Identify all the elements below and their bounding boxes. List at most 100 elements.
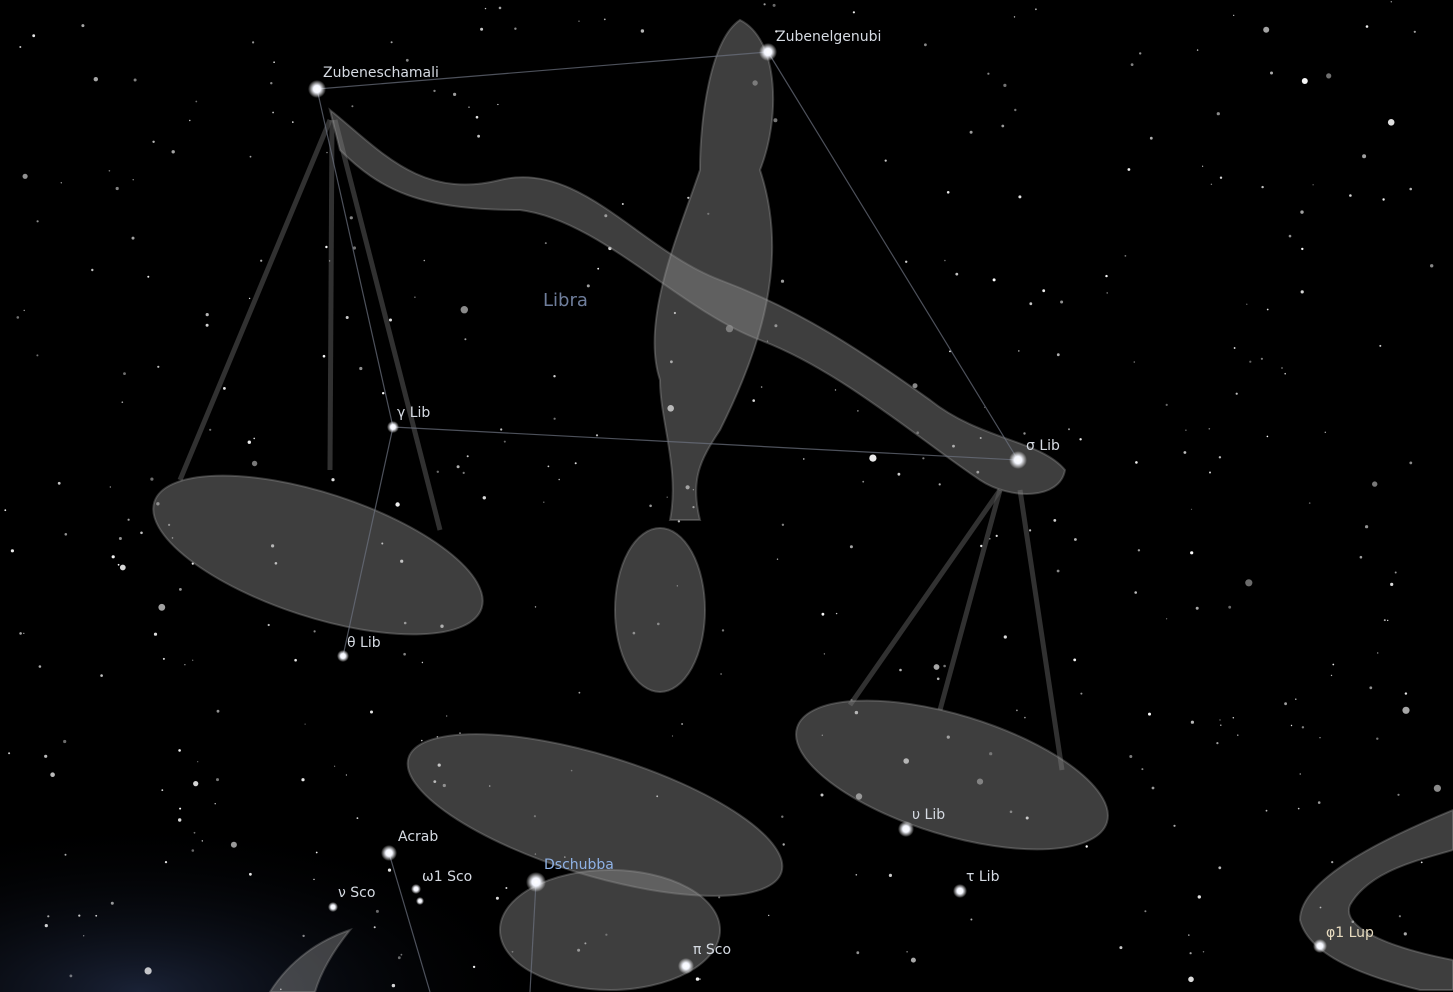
background-star [1387,620,1388,621]
background-star [1202,166,1203,167]
background-star [249,873,252,876]
background-star [1362,154,1366,158]
background-star [326,152,327,153]
background-star [1057,353,1060,356]
background-star [869,455,876,462]
background-star [4,509,6,511]
background-star [1018,350,1020,352]
background-star [1298,808,1300,810]
background-star [1219,719,1220,720]
background-star [885,160,887,162]
background-star [604,19,606,21]
background-star [1196,607,1199,610]
background-star [1134,361,1136,363]
background-star [1148,713,1151,716]
art-string [330,120,332,470]
background-star [720,673,722,675]
background-star [906,951,908,953]
background-star [132,237,135,240]
background-star [504,441,506,443]
background-star [483,496,486,499]
background-star [1325,432,1326,433]
background-star [1237,735,1238,736]
background-star [535,606,536,607]
background-star [189,120,190,121]
background-star [1131,63,1134,66]
background-star [578,21,579,22]
background-star [1284,373,1286,375]
background-star [934,664,940,670]
background-star [856,951,859,954]
background-star [1309,502,1311,504]
background-star [1319,737,1320,738]
background-star [496,897,499,900]
background-star [803,458,804,459]
background-star [116,187,119,190]
background-star [248,441,251,444]
background-star [359,367,362,370]
background-star [150,478,153,481]
background-star [270,82,272,84]
background-star [857,410,858,411]
background-star [558,479,560,481]
background-star [1023,432,1025,434]
background-star [1106,292,1108,294]
background-star [1261,358,1263,360]
background-star [681,723,683,725]
background-star [924,43,927,46]
background-star [1234,347,1236,349]
background-star [468,107,469,108]
background-star [165,861,167,863]
background-star [1236,393,1238,395]
background-star [1377,652,1378,653]
background-star [406,59,409,62]
star [337,650,349,662]
background-star [641,29,644,32]
background-star [292,121,294,123]
background-star [32,34,35,37]
background-star [1233,717,1234,718]
background-star [95,915,97,917]
background-star [47,915,49,917]
background-star [1152,787,1155,790]
background-star [70,975,73,978]
background-star [548,466,550,468]
background-star [1430,264,1433,267]
background-star [1388,119,1395,126]
background-star [1029,529,1031,531]
background-star [899,669,902,672]
background-star [1185,430,1186,431]
background-star [1014,109,1016,111]
background-star [253,438,255,440]
background-star [249,298,250,299]
background-star [1391,1,1392,2]
background-star [1188,977,1194,983]
background-star [395,502,399,506]
background-star [128,519,130,521]
background-star [216,778,219,781]
background-star [1313,184,1314,185]
background-star [331,478,334,481]
star [953,884,967,898]
background-star [147,276,149,278]
background-star [1249,361,1251,363]
background-star [781,816,783,818]
background-star [193,781,198,786]
background-star [1134,591,1137,594]
star-label: Zubenelgenubi [776,29,881,45]
star [526,872,546,892]
background-star [1024,717,1026,719]
background-star [414,296,416,298]
background-star [152,141,154,143]
background-star [206,324,209,327]
background-star [1267,436,1269,438]
background-star [231,842,237,848]
background-star [351,105,353,107]
background-star [1404,932,1407,935]
background-star [1141,768,1143,770]
background-star [764,3,766,5]
background-star [45,924,48,927]
background-star [476,116,479,119]
background-star [1409,462,1412,465]
background-star [1405,692,1407,694]
